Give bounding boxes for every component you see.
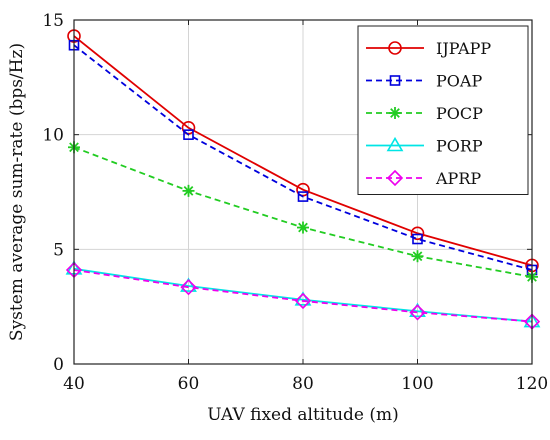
legend-entry-poap: POAP xyxy=(366,72,482,91)
x-tick-label: 40 xyxy=(63,374,85,394)
legend-label: IJPAPP xyxy=(436,39,491,58)
data-point-square xyxy=(412,233,423,245)
y-tick-label: 5 xyxy=(53,240,64,260)
data-point-triangle xyxy=(409,302,426,318)
y-axis-label: System average sum-rate (bps/Hz) xyxy=(7,43,27,341)
data-point-square xyxy=(183,129,194,140)
series-line xyxy=(73,35,533,267)
y-tick-label: 0 xyxy=(53,355,64,375)
legend-label: POAP xyxy=(436,72,482,91)
legend-label: PORP xyxy=(436,137,483,156)
data-point-triangle xyxy=(386,136,404,152)
legend-label: APRP xyxy=(435,169,481,188)
data-point-asterisk xyxy=(389,107,401,119)
data-point-square xyxy=(297,191,309,202)
asterisk-stroke xyxy=(183,185,194,196)
asterisk-stroke xyxy=(390,108,400,118)
x-tick-label: 120 xyxy=(516,374,548,394)
data-point-diamond xyxy=(386,169,404,187)
data-point-asterisk xyxy=(411,250,424,263)
series-line xyxy=(73,44,533,271)
data-point-triangle xyxy=(180,277,197,292)
x-tick-label: 100 xyxy=(401,374,433,394)
legend-box xyxy=(357,25,529,195)
asterisk-stroke xyxy=(298,222,308,233)
legend-label: POCP xyxy=(436,104,483,123)
data-point-diamond xyxy=(409,304,426,321)
x-tick-label: 80 xyxy=(292,374,314,394)
asterisk-stroke xyxy=(412,251,423,262)
series-line xyxy=(73,269,533,323)
ticks: 40 60 80 100 120 0 5 10 15 xyxy=(42,11,548,394)
data-point-asterisk xyxy=(182,184,195,197)
legend-entry-porp: PORP xyxy=(366,137,483,156)
data-point-square xyxy=(389,75,401,86)
legend-entry-ijpapp: IJPAPP xyxy=(366,39,491,58)
y-tick-label: 10 xyxy=(42,126,64,146)
legend: IJPAPP POAP POCP PORP APRP xyxy=(357,25,529,195)
data-point-diamond xyxy=(294,292,312,310)
data-point-asterisk xyxy=(297,221,309,234)
legend-entry-aprp: APRP xyxy=(366,169,481,188)
data-point-circle xyxy=(388,41,402,55)
x-axis-label: UAV fixed altitude (m) xyxy=(207,405,399,425)
data-point-diamond xyxy=(180,279,197,296)
legend-entry-pocp: POCP xyxy=(366,104,483,123)
data-point-triangle xyxy=(294,291,312,306)
x-tick-label: 60 xyxy=(178,374,200,394)
y-tick-label: 15 xyxy=(42,11,64,31)
data-point-circle xyxy=(410,226,425,241)
